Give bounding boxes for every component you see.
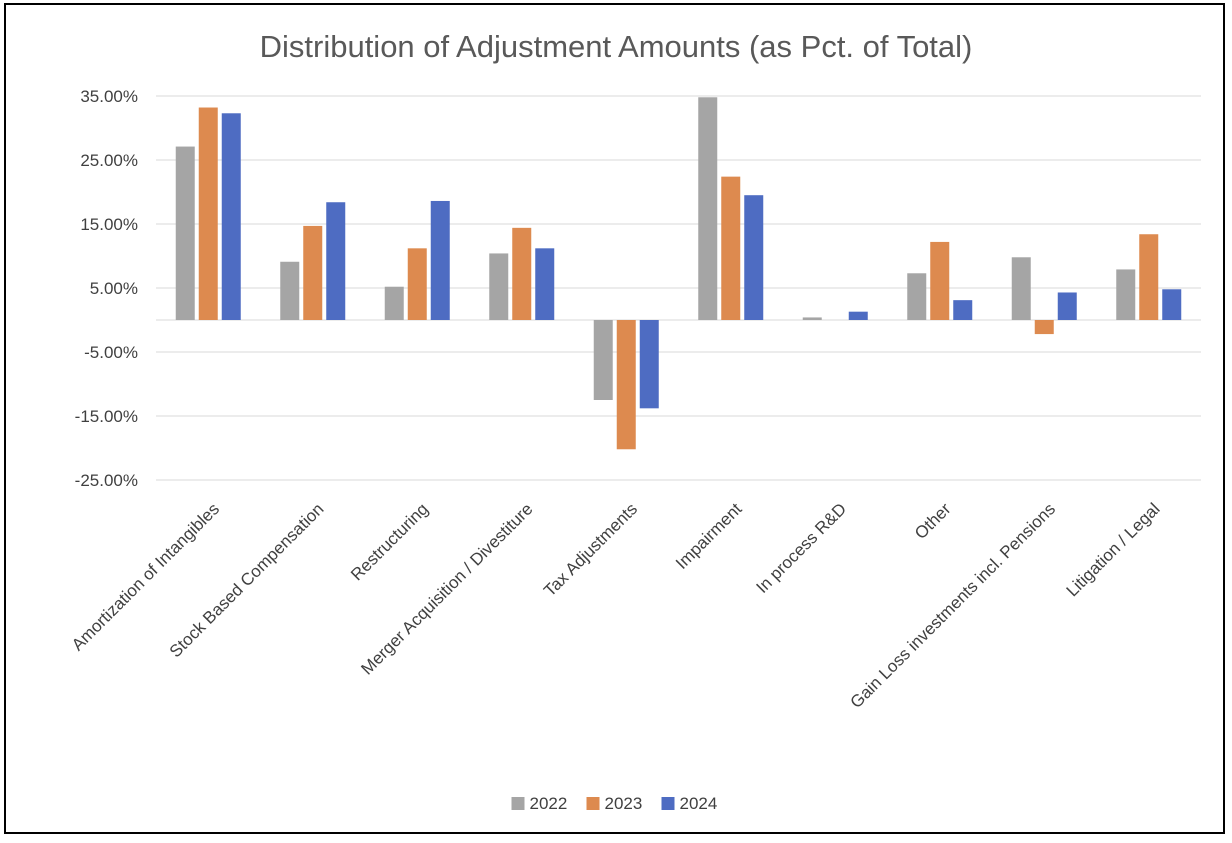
x-category-label: Gain Loss investments incl. Pensions — [847, 499, 1060, 712]
bar-2022-7 — [907, 273, 927, 320]
legend-swatch-2022 — [511, 797, 525, 810]
bar-2023-8 — [1034, 320, 1054, 335]
bar-2024-1 — [326, 202, 346, 320]
x-category-label: Other — [911, 499, 955, 543]
bar-chart: Distribution of Adjustment Amounts (as P… — [68, 29, 1201, 813]
bar-2024-3 — [535, 248, 555, 320]
x-category-label: Litigation / Legal — [1063, 499, 1164, 600]
bar-2022-2 — [384, 286, 404, 320]
x-category-label: Restructuring — [347, 499, 432, 584]
bar-2024-7 — [953, 300, 973, 320]
y-tick-label: 5.00% — [90, 279, 138, 298]
bar-2024-8 — [1057, 292, 1077, 320]
x-category-label: Impairment — [672, 499, 746, 573]
bar-2023-4 — [616, 320, 636, 450]
bar-2022-9 — [1116, 269, 1136, 320]
chart-frame: Distribution of Adjustment Amounts (as P… — [4, 3, 1225, 834]
chart-title: Distribution of Adjustment Amounts (as P… — [260, 29, 973, 64]
bar-2022-5 — [698, 97, 718, 320]
bar-2022-3 — [489, 253, 509, 320]
bar-2024-9 — [1162, 289, 1182, 320]
legend-swatch-2023 — [586, 797, 600, 810]
bar-2024-0 — [221, 113, 241, 320]
y-tick-label: 15.00% — [80, 215, 138, 234]
bar-2023-9 — [1139, 234, 1159, 320]
legend-label-2023: 2023 — [605, 794, 643, 813]
y-tick-label: 35.00% — [80, 87, 138, 106]
legend-label-2022: 2022 — [530, 794, 568, 813]
y-tick-label: -5.00% — [84, 343, 138, 362]
legend-swatch-2024 — [661, 797, 675, 810]
bar-2022-4 — [593, 320, 613, 400]
bar-2022-1 — [280, 261, 300, 320]
bar-2024-2 — [430, 200, 450, 320]
bars-layer — [175, 97, 1182, 450]
y-tick-label: -15.00% — [75, 407, 138, 426]
x-category-label: Merger Acquisition / Divestiture — [357, 499, 536, 678]
bar-2024-4 — [639, 320, 659, 409]
bar-2022-8 — [1011, 257, 1031, 320]
bar-2023-0 — [198, 107, 218, 321]
legend-label-2024: 2024 — [680, 794, 718, 813]
bar-2024-6 — [848, 311, 868, 320]
bar-2023-2 — [407, 248, 427, 320]
bar-2022-0 — [175, 146, 195, 320]
y-tick-label: 25.00% — [80, 151, 138, 170]
legend: 2022 2023 2024 — [511, 794, 718, 813]
x-category-label: Tax Adjustments — [540, 499, 641, 600]
bar-2023-5 — [721, 176, 741, 320]
y-axis-ticks: 35.00% 25.00% 15.00% 5.00% -5.00% -15.00% -25.… — [75, 87, 138, 490]
x-category-label: In process R&D — [752, 499, 850, 597]
bar-2023-1 — [303, 225, 323, 320]
bar-2023-3 — [512, 227, 532, 320]
bar-2024-5 — [744, 195, 764, 320]
y-tick-label: -25.00% — [75, 471, 138, 490]
bar-2023-7 — [930, 241, 950, 320]
bar-2022-6 — [802, 317, 822, 320]
